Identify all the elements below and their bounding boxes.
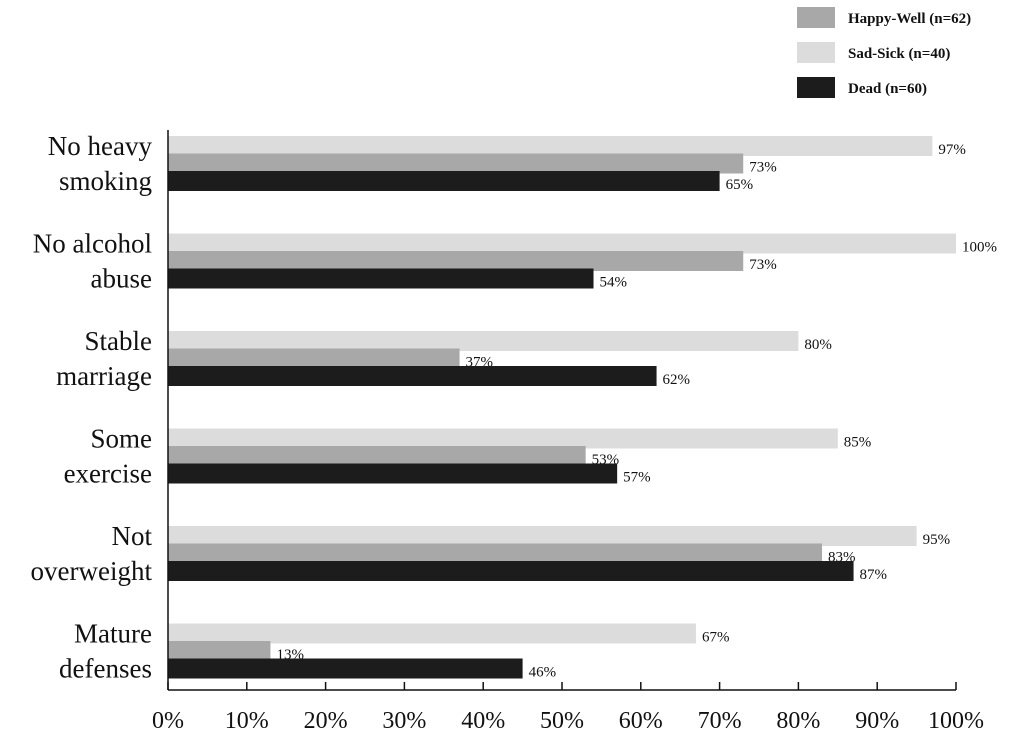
category-label: No heavy [48,131,153,161]
category-label: exercise [64,459,152,489]
bar-sad-sick-4 [168,526,917,546]
data-label: 46% [529,665,557,681]
x-tick-label: 40% [461,708,505,734]
bar-sad-sick-2 [168,331,799,351]
data-label: 62% [663,372,691,388]
data-label: 65% [726,177,754,193]
data-label: 87% [860,567,888,583]
data-label: 57% [623,470,651,486]
bar-sad-sick-0 [168,136,933,156]
bar-happy-well-4 [168,543,823,564]
x-tick-label: 80% [776,708,820,734]
x-tick-label: 90% [855,708,899,734]
bar-dead-1 [168,268,594,289]
legend-label: Sad-Sick (n=40) [848,46,950,62]
legend: Happy-Well (n=62) Sad-Sick (n=40) Dead (n=… [797,7,971,98]
bar-sad-sick-1 [168,233,956,254]
bar-dead-3 [168,463,618,484]
category-label: Some [90,424,152,454]
bar-dead-0 [168,171,720,191]
data-label: 73% [749,160,777,176]
bar-happy-well-1 [168,251,744,271]
category-label: Mature [74,619,152,649]
data-label: 95% [923,532,951,548]
legend-swatch [797,7,835,28]
bar-dead-5 [168,658,523,679]
legend-label: Happy-Well (n=62) [848,11,971,27]
axes: No heavy smoking No alcohol abuse Stable marr… [31,130,984,734]
bar-dead-4 [168,561,854,581]
data-label: 97% [938,142,966,158]
x-tick-label: 70% [698,708,742,734]
category-label: No alcohol [33,229,152,259]
bar-happy-well-3 [168,446,586,466]
data-label: 100% [962,240,997,256]
category-label: Stable [85,326,153,356]
x-tick-label: 20% [304,708,348,734]
x-tick-label: 50% [540,708,584,734]
legend-label: Dead (n=60) [848,81,927,97]
bar-happy-well-0 [168,153,744,174]
category-label: abuse [91,264,152,294]
category-label: smoking [59,166,152,196]
category-label: defenses [59,654,152,684]
bar-sad-sick-3 [168,428,838,449]
data-label: 54% [600,275,628,291]
data-label: 73% [749,257,777,273]
x-tick-label: 100% [928,708,984,734]
category-label: marriage [56,361,152,391]
category-label: Not [112,521,153,551]
x-tick-label: 60% [619,708,663,734]
data-label: 67% [702,630,730,646]
bar-happy-well-2 [168,348,460,369]
x-tick-label: 10% [225,708,269,734]
plot-area: 97%73%65%100%73%54%80%37%62%85%53%57%95%… [168,136,997,681]
legend-swatch [797,77,835,98]
legend-swatch [797,42,835,63]
bar-happy-well-5 [168,641,271,661]
bar-dead-2 [168,366,657,386]
bar-sad-sick-5 [168,623,696,644]
data-label: 80% [804,337,832,353]
x-tick-label: 0% [152,708,184,734]
x-tick-label: 30% [382,708,426,734]
data-label: 85% [844,435,872,451]
category-label: overweight [31,556,153,586]
